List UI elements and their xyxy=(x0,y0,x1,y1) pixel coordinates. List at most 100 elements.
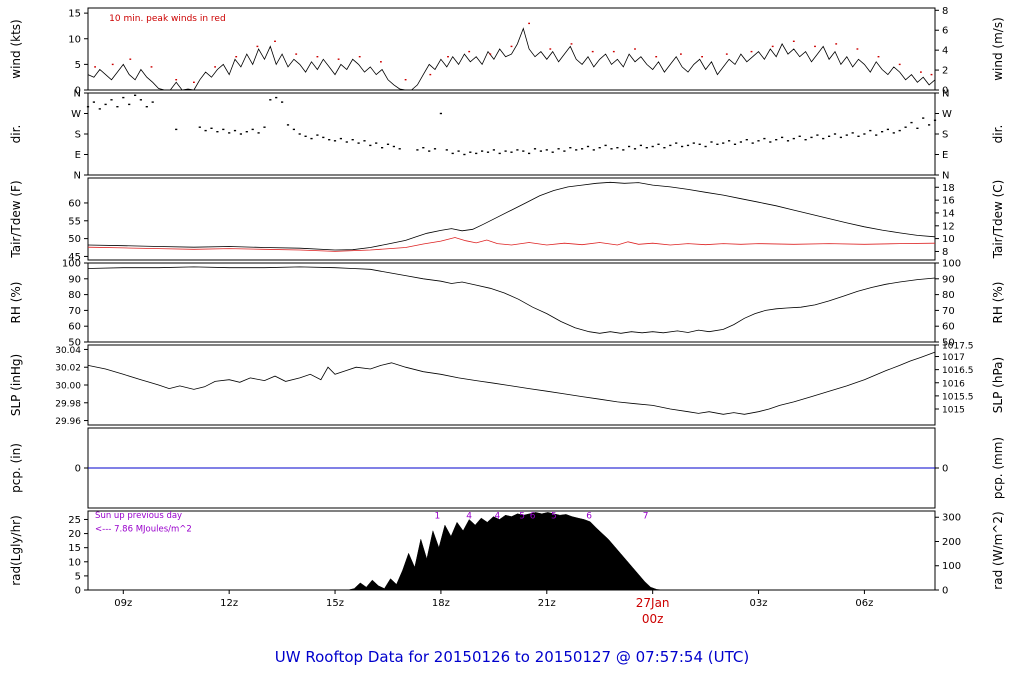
series-wind-direction-dot xyxy=(528,152,531,155)
series-wind-direction-dot xyxy=(904,126,907,128)
axis-label-left-wind: wind (kts) xyxy=(9,19,23,78)
series-wind-direction-dot xyxy=(739,141,742,143)
hourly-marker: 1 xyxy=(435,512,441,522)
series-wind-direction-dot xyxy=(463,153,466,156)
series-wind-direction-dot xyxy=(757,140,760,142)
tick-label-left: 25 xyxy=(68,515,81,526)
series-wind-direction-dot xyxy=(833,133,837,135)
series-wind-direction-dot xyxy=(233,129,237,132)
series-wind-peaks-dot xyxy=(129,58,132,60)
tick-label-right: N xyxy=(942,89,949,100)
series-wind-peaks-dot xyxy=(898,63,901,66)
series-wind-peaks-dot xyxy=(771,45,774,48)
series-wind-direction-dot xyxy=(122,96,125,99)
panel-pcp: 0 0 pcp. (in) pcp. (mm) xyxy=(9,427,1005,509)
tick-label-left: S xyxy=(75,130,81,141)
series-wind-peaks-dot xyxy=(193,81,195,83)
series-relative-humidity xyxy=(87,266,936,334)
series-wind-direction-dot xyxy=(504,150,507,152)
tick-label-left: 60 xyxy=(68,198,81,209)
tick-label-left: 0 xyxy=(75,86,81,97)
series-wind-peaks-dot xyxy=(856,48,859,50)
series-wind-direction-dot xyxy=(257,132,260,134)
series-wind-direction-dot xyxy=(857,135,860,137)
series-wind-direction-dot xyxy=(498,152,501,155)
tick-label-left: 45 xyxy=(68,252,81,263)
series-wind-peaks-dot xyxy=(295,53,298,55)
series-wind-direction-dot xyxy=(669,144,672,147)
tick-label-left: 15 xyxy=(68,9,81,20)
series-wind-direction-dot xyxy=(345,141,348,143)
series-wind-direction-dot xyxy=(216,131,219,133)
series-tair xyxy=(87,181,936,251)
series-wind-direction-dot xyxy=(475,152,478,155)
series-wind-direction-dot xyxy=(863,133,866,135)
tick-label-left: 60 xyxy=(68,322,81,333)
tick-label-left: E xyxy=(75,150,81,161)
series-wind-direction-dot xyxy=(910,121,913,124)
series-wind-direction-dot xyxy=(851,132,854,134)
series-wind-peaks-dot xyxy=(680,53,682,55)
tick-label-right: 0 xyxy=(942,586,948,597)
series-wind-direction-dot xyxy=(551,151,554,153)
series-wind-speed xyxy=(87,27,936,91)
tick-label-right: 8 xyxy=(942,6,948,17)
axis-label-left-rad: rad(Lgly/hr) xyxy=(9,515,23,586)
series-wind-direction-dot xyxy=(98,108,101,110)
tick-label-right: 300 xyxy=(942,513,961,524)
tick-label-right: 1015.5 xyxy=(942,392,974,402)
series-wind-direction-dot xyxy=(592,149,595,151)
axis-label-left-pcp: pcp. (in) xyxy=(9,443,23,493)
series-wind-direction-dot xyxy=(110,99,113,101)
series-wind-direction-dot xyxy=(639,144,642,147)
series-wind-direction-dot xyxy=(375,142,378,144)
tick-label-right: 1017 xyxy=(942,353,965,363)
tick-label-left: 0 xyxy=(75,464,81,475)
series-wind-direction-dot xyxy=(222,128,225,131)
series-wind-direction-dot xyxy=(816,134,819,136)
tick-label-left: 80 xyxy=(68,290,81,301)
series-wind-direction-dot xyxy=(569,147,572,149)
tick-label-right: 200 xyxy=(942,537,961,548)
tick-label-left: 5 xyxy=(75,571,81,582)
tick-label-right: 100 xyxy=(942,259,961,270)
series-wind-direction-dot xyxy=(481,150,484,152)
series-wind-direction-dot xyxy=(710,141,713,143)
series-wind-direction-dot xyxy=(604,144,607,147)
date-hour-label: 00z xyxy=(642,612,664,626)
series-wind-peaks-dot xyxy=(792,40,795,42)
tick-label-left: 50 xyxy=(68,338,81,349)
series-wind-direction-dot xyxy=(269,99,272,101)
series-wind-direction-dot xyxy=(275,96,278,99)
tick-label-right: 10 xyxy=(942,234,955,245)
series-wind-direction-dot xyxy=(686,144,690,147)
hourly-marker: 7 xyxy=(643,512,649,522)
tick-label-left: 29.98 xyxy=(55,399,81,409)
series-wind-direction-dot xyxy=(369,144,372,147)
tick-label-left: W xyxy=(71,109,81,120)
series-wind-direction-dot xyxy=(845,134,848,136)
series-wind-direction-dot xyxy=(298,133,301,135)
series-wind-direction-dot xyxy=(428,150,431,152)
series-wind-direction-dot xyxy=(422,147,425,149)
tick-label-left: 0 xyxy=(75,586,81,597)
tick-label-left: 30.02 xyxy=(55,364,81,374)
tick-label-left: N xyxy=(74,171,81,182)
hourly-marker: 5 xyxy=(519,512,525,522)
tick-label-right: 70 xyxy=(942,306,955,317)
series-wind-direction-dot xyxy=(445,149,448,151)
axis-label-left-slp: SLP (inHg) xyxy=(9,354,23,416)
series-wind-direction-dot xyxy=(728,140,731,142)
tick-label-right: 80 xyxy=(942,290,955,301)
series-wind-peaks-dot xyxy=(591,50,594,53)
series-wind-direction-dot xyxy=(533,148,537,150)
series-wind-direction-dot xyxy=(210,127,213,129)
tick-label-right: 90 xyxy=(942,274,955,285)
tick-label-left: 30.04 xyxy=(55,346,81,356)
tick-label-right: 100 xyxy=(942,561,961,572)
series-wind-direction-dot xyxy=(769,141,772,143)
series-wind-direction-dot xyxy=(263,126,266,128)
series-wind-direction-dot xyxy=(316,134,319,136)
series-wind-peaks-dot xyxy=(570,43,573,45)
x-tick-label: 12z xyxy=(220,598,238,609)
